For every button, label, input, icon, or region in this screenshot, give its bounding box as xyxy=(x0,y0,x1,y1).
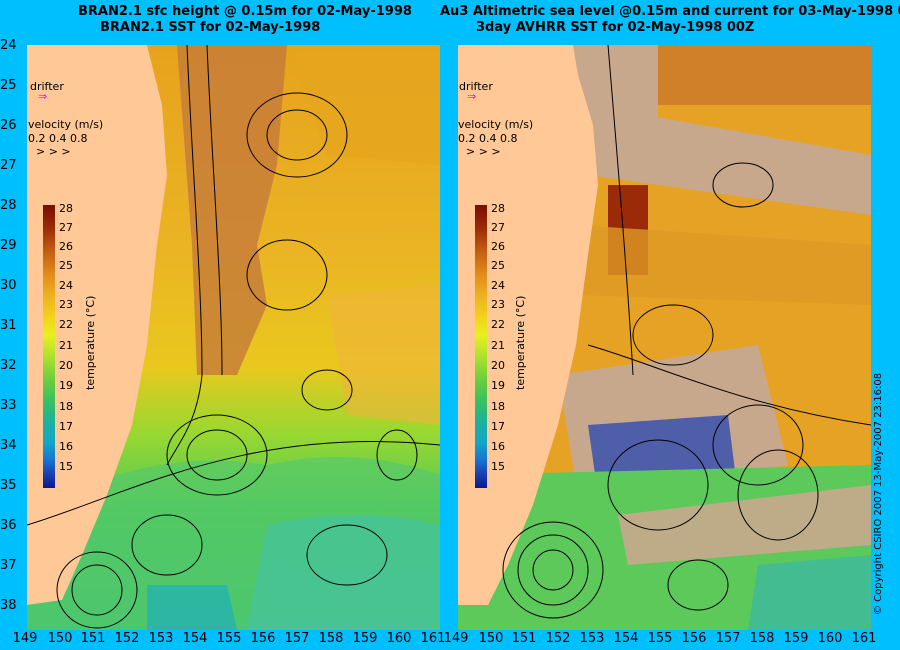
colorbar-tick: 18 xyxy=(491,400,505,413)
lat-label: 30 xyxy=(0,278,17,293)
colorbar-tick: 19 xyxy=(491,379,505,392)
colorbar-tick: 26 xyxy=(59,240,73,253)
lon-label: 154 xyxy=(182,631,208,646)
colorbar-tick: 22 xyxy=(491,318,505,331)
lon-label: 154 xyxy=(613,631,639,646)
colorbar-tick: 19 xyxy=(59,379,73,392)
lon-label: 155 xyxy=(647,631,673,646)
colorbar-tick: 17 xyxy=(491,420,505,433)
lon-label: 157 xyxy=(715,631,741,646)
left-sst-map xyxy=(27,45,440,630)
lon-label: 159 xyxy=(352,631,378,646)
lat-label: 25 xyxy=(0,78,17,93)
lon-label: 149 xyxy=(12,631,38,646)
colorbar-tick: 26 xyxy=(491,240,505,253)
land-mass xyxy=(27,45,167,605)
left-colorbar-label: temperature (°C) xyxy=(84,295,97,390)
left-colorbar xyxy=(43,205,55,488)
land-mass xyxy=(458,45,598,605)
colorbar-tick: 20 xyxy=(491,359,505,372)
colorbar-tick: 28 xyxy=(491,202,505,215)
lon-label: 161 xyxy=(851,631,877,646)
colorbar-tick: 23 xyxy=(59,298,73,311)
drifter-icon: ⇒ xyxy=(467,90,477,103)
colorbar-tick: 28 xyxy=(59,202,73,215)
colorbar-tick: 25 xyxy=(59,259,73,272)
copyright-text: © Copyright CSIRO 2007 13-May-2007 23:16… xyxy=(873,372,884,615)
right-title-line1: Au3 Altimetric sea level @0.15m and curr… xyxy=(440,4,900,19)
lon-label: 149 xyxy=(443,631,469,646)
lat-label: 24 xyxy=(0,38,17,53)
velocity-label: velocity (m/s) xyxy=(458,118,534,131)
lat-label: 36 xyxy=(0,518,17,533)
velocity-arrows-icon: > > > xyxy=(466,145,501,158)
colorbar-tick: 15 xyxy=(59,460,73,473)
lon-label: 160 xyxy=(386,631,412,646)
right-colorbar xyxy=(475,205,487,488)
lat-label: 37 xyxy=(0,558,17,573)
lon-label: 153 xyxy=(148,631,174,646)
lat-label: 34 xyxy=(0,438,17,453)
colorbar-tick: 25 xyxy=(491,259,505,272)
lon-label: 156 xyxy=(250,631,276,646)
colorbar-tick: 23 xyxy=(491,298,505,311)
right-title-line2: 3day AVHRR SST for 02-May-1998 00Z xyxy=(476,20,755,35)
left-title-line1: BRAN2.1 sfc height @ 0.15m for 02-May-19… xyxy=(78,4,412,19)
drifter-icon: ⇒ xyxy=(38,90,48,103)
lon-label: 152 xyxy=(545,631,571,646)
velocity-values: 0.2 0.4 0.8 xyxy=(28,132,88,145)
lon-label: 155 xyxy=(216,631,242,646)
colorbar-tick: 27 xyxy=(59,221,73,234)
colorbar-tick: 21 xyxy=(59,339,73,352)
colorbar-tick: 27 xyxy=(491,221,505,234)
colorbar-tick: 20 xyxy=(59,359,73,372)
lon-label: 152 xyxy=(114,631,140,646)
lon-label: 160 xyxy=(817,631,843,646)
lon-label: 158 xyxy=(318,631,344,646)
right-colorbar-label: temperature (°C) xyxy=(514,295,527,390)
lon-label: 150 xyxy=(478,631,504,646)
lon-label: 158 xyxy=(749,631,775,646)
lat-label: 35 xyxy=(0,478,17,493)
lat-label: 26 xyxy=(0,118,17,133)
colorbar-tick: 17 xyxy=(59,420,73,433)
lon-label: 159 xyxy=(783,631,809,646)
lat-label: 28 xyxy=(0,198,17,213)
drifter-label: drifter xyxy=(30,80,64,93)
lon-label: 153 xyxy=(579,631,605,646)
colorbar-tick: 16 xyxy=(491,440,505,453)
lat-label: 38 xyxy=(0,598,17,613)
colorbar-tick: 16 xyxy=(59,440,73,453)
lon-label: 151 xyxy=(80,631,106,646)
velocity-values: 0.2 0.4 0.8 xyxy=(458,132,518,145)
lat-label: 32 xyxy=(0,358,17,373)
lat-label: 29 xyxy=(0,238,17,253)
lon-label: 151 xyxy=(511,631,537,646)
lon-label: 161 xyxy=(420,631,446,646)
lon-label: 150 xyxy=(47,631,73,646)
lon-label: 157 xyxy=(284,631,310,646)
colorbar-tick: 18 xyxy=(59,400,73,413)
colorbar-tick: 15 xyxy=(491,460,505,473)
lat-label: 31 xyxy=(0,318,17,333)
colorbar-tick: 21 xyxy=(491,339,505,352)
colorbar-tick: 24 xyxy=(491,279,505,292)
lon-label: 156 xyxy=(681,631,707,646)
lat-label: 27 xyxy=(0,158,17,173)
velocity-arrows-icon: > > > xyxy=(36,145,71,158)
colorbar-tick: 24 xyxy=(59,279,73,292)
velocity-label: velocity (m/s) xyxy=(28,118,104,131)
lat-label: 33 xyxy=(0,398,17,413)
left-title-line2: BRAN2.1 SST for 02-May-1998 xyxy=(100,20,321,35)
colorbar-tick: 22 xyxy=(59,318,73,331)
right-sst-map xyxy=(458,45,871,630)
drifter-label: drifter xyxy=(459,80,493,93)
